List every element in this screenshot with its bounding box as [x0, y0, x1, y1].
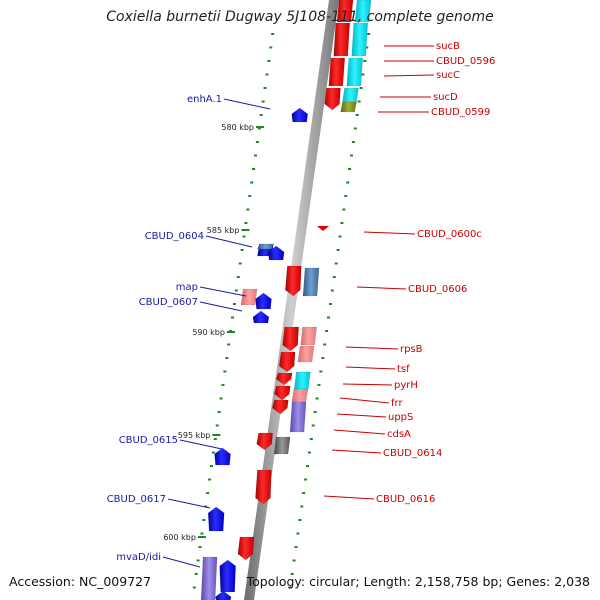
forward-gene-glyph [351, 22, 369, 57]
reverse-label-leader [223, 98, 271, 110]
reverse-label-leader [205, 235, 253, 248]
forward-gene-glyph [324, 87, 341, 111]
forward-gene-glyph [317, 226, 329, 231]
reverse-gene-glyph [214, 590, 232, 600]
gene-label-cbud-0600c: CBUD_0600c [417, 229, 482, 240]
gene-label-cbud-0599: CBUD_0599 [431, 107, 490, 118]
reverse-gene-glyph [219, 559, 236, 593]
gene-label-upps: uppS [388, 412, 413, 423]
reverse-gene-glyph [214, 447, 231, 466]
kbp-marker-label: 600 kbp [163, 533, 196, 542]
forward-gene-glyph [275, 372, 293, 386]
forward-label-leader [383, 74, 435, 77]
forward-label-leader [333, 429, 386, 435]
gene-label-cbud-0607: CBUD_0607 [139, 297, 198, 308]
forward-label-leader [356, 286, 407, 290]
reverse-gene-glyph [207, 506, 225, 532]
kbp-marker-label: 585 kbp [207, 226, 240, 235]
forward-gene-glyph [255, 469, 272, 505]
gene-label-tsf: tsf [397, 364, 410, 375]
forward-label-leader [339, 397, 390, 404]
reverse-gene-glyph [252, 310, 270, 324]
genome-backbone-band [244, 0, 339, 600]
forward-label-leader [331, 449, 382, 454]
forward-label-leader [323, 495, 375, 500]
reverse-label-leader [199, 286, 247, 297]
gene-label-cbud-0617: CBUD_0617 [107, 494, 166, 505]
forward-gene-glyph [274, 385, 291, 401]
forward-gene-glyph [273, 436, 291, 455]
gene-label-cbud-0606: CBUD_0606 [408, 284, 467, 295]
reverse-gene-glyph [255, 292, 272, 310]
forward-gene-glyph [294, 371, 311, 390]
reverse-gene-glyph [240, 288, 258, 306]
forward-gene-glyph [289, 401, 307, 433]
gene-label-sucb: sucB [436, 41, 460, 52]
gene-label-cbud-0616: CBUD_0616 [376, 494, 435, 505]
gene-label-cbud-0604: CBUD_0604 [145, 231, 204, 242]
forward-gene-glyph [333, 22, 351, 57]
gene-label-enha-1: enhA.1 [187, 94, 222, 105]
kbp-marker-label: 580 kbp [221, 123, 254, 132]
forward-label-leader [345, 366, 396, 370]
gene-label-rpsb: rpsB [400, 344, 423, 355]
forward-gene-glyph [354, 0, 372, 23]
forward-label-leader [363, 231, 416, 235]
reverse-label-leader [167, 498, 211, 509]
gene-label-sucd: sucD [433, 92, 458, 103]
forward-gene-glyph [302, 267, 320, 297]
forward-gene-glyph [297, 345, 315, 363]
forward-gene-glyph [300, 326, 317, 346]
gene-label-frr: frr [391, 398, 403, 409]
reverse-gene-glyph [267, 245, 285, 261]
forward-gene-glyph [237, 536, 255, 561]
kbp-marker-label: 595 kbp [178, 431, 211, 440]
forward-gene-glyph [256, 432, 273, 451]
kbp-marker-label: 590 kbp [192, 328, 225, 337]
gene-label-cbud-0615: CBUD_0615 [119, 435, 178, 446]
forward-gene-glyph [328, 57, 346, 87]
gene-label-mvad-idi: mvaD/idi [116, 552, 161, 563]
forward-gene-glyph [340, 101, 357, 113]
forward-gene-glyph [278, 351, 296, 373]
gene-label-succ: sucC [436, 70, 460, 81]
reverse-label-leader [162, 556, 201, 568]
genome-backbone [244, 0, 339, 600]
forward-label-leader [345, 346, 399, 350]
gene-label-cdsa: cdsA [387, 429, 411, 440]
tick-marks [192, 33, 371, 589]
gene-label-cbud-0596: CBUD_0596 [436, 56, 495, 67]
forward-label-leader [342, 383, 393, 386]
forward-gene-glyph [342, 87, 359, 103]
gene-label-pyrh: pyrH [394, 380, 418, 391]
reverse-gene-glyph [291, 107, 308, 123]
forward-gene-glyph [291, 388, 309, 403]
forward-gene-glyph [346, 57, 364, 87]
forward-gene-glyph [285, 265, 302, 297]
gene-label-cbud-0614: CBUD_0614 [383, 448, 442, 459]
forward-label-leader [336, 413, 387, 418]
accession-text: Accession: NC_009727 [9, 574, 152, 589]
label-leader-lines [162, 45, 435, 568]
gene-labels: 580 kbp 585 kbp 590 kbp 595 kbp 600 kbp sucB C… [107, 41, 496, 563]
forward-gene-glyph [272, 399, 289, 415]
reverse-gene-glyph [200, 556, 218, 600]
map-title: Coxiella burnetii Dugway 5J108-111, comp… [106, 9, 494, 25]
reverse-label-leader [199, 301, 243, 312]
gene-label-map: map [176, 282, 198, 293]
forward-gene-glyph [336, 0, 354, 23]
forward-gene-glyph [282, 326, 299, 352]
reverse-label-leader [179, 439, 223, 450]
reverse-gene-glyph [257, 243, 274, 250]
gene-features [200, 0, 372, 600]
topology-text: Topology: circular; Length: 2,158,758 bp… [246, 574, 590, 589]
